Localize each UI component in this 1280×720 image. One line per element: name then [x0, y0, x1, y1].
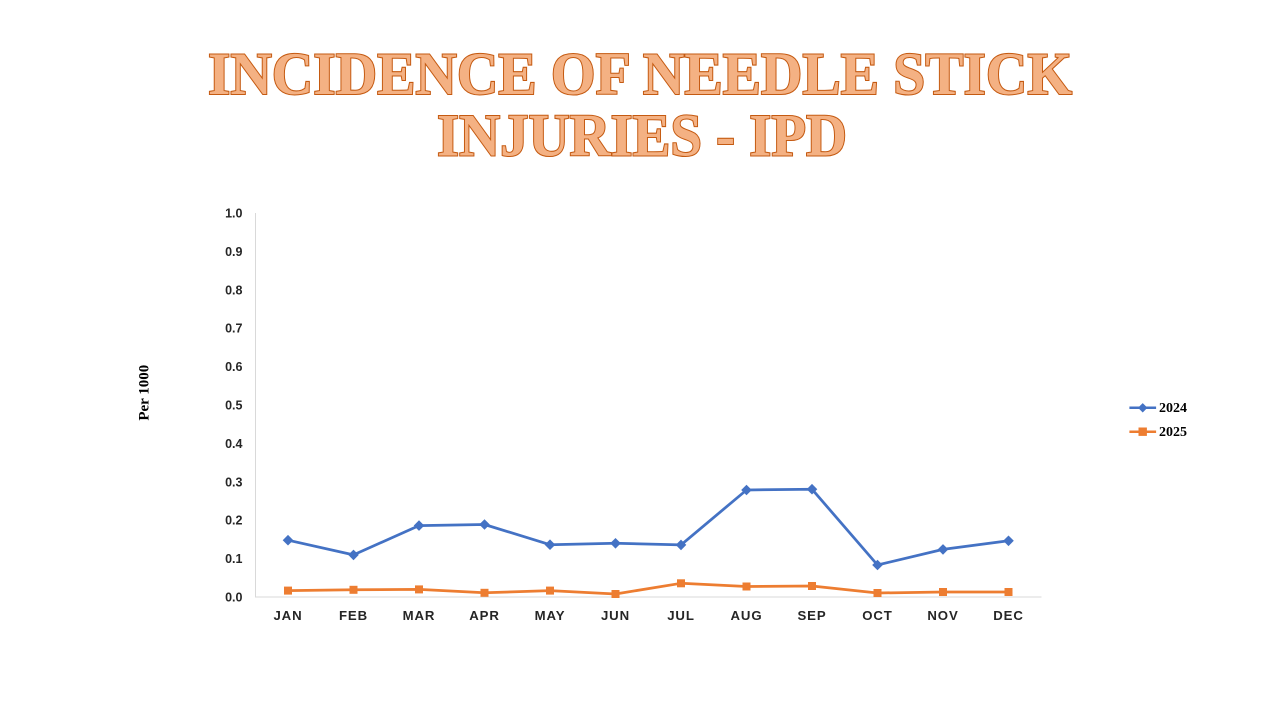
svg-text:2025: 2025	[1159, 425, 1187, 440]
svg-text:FEB: FEB	[339, 608, 368, 623]
svg-text:Per 1000: Per 1000	[137, 365, 153, 421]
svg-text:INJURIES - IPD: INJURIES - IPD	[437, 103, 847, 169]
svg-text:0.4: 0.4	[225, 437, 242, 451]
svg-text:JAN: JAN	[273, 608, 302, 623]
svg-text:JUN: JUN	[601, 608, 630, 623]
svg-text:APR: APR	[469, 608, 500, 623]
svg-text:INCIDENCE OF NEEDLE STICK: INCIDENCE OF NEEDLE STICK	[208, 41, 1072, 107]
svg-text:0.5: 0.5	[225, 399, 242, 413]
svg-text:NOV: NOV	[927, 608, 958, 623]
svg-text:0.9: 0.9	[225, 245, 242, 259]
svg-text:0.1: 0.1	[225, 552, 242, 566]
svg-text:0.0: 0.0	[225, 591, 242, 605]
svg-text:SEP: SEP	[797, 608, 826, 623]
svg-text:0.3: 0.3	[225, 475, 242, 489]
svg-text:MAY: MAY	[535, 608, 566, 623]
svg-text:0.6: 0.6	[225, 360, 242, 374]
svg-text:JUL: JUL	[667, 608, 695, 623]
svg-text:MAR: MAR	[403, 608, 436, 623]
svg-text:DEC: DEC	[993, 608, 1024, 623]
svg-text:0.7: 0.7	[225, 322, 242, 336]
svg-text:OCT: OCT	[862, 608, 893, 623]
svg-text:2024: 2024	[1159, 401, 1187, 416]
svg-text:0.2: 0.2	[225, 514, 242, 528]
svg-text:1.0: 1.0	[225, 207, 242, 221]
svg-text:0.8: 0.8	[225, 283, 242, 297]
svg-text:AUG: AUG	[730, 608, 762, 623]
